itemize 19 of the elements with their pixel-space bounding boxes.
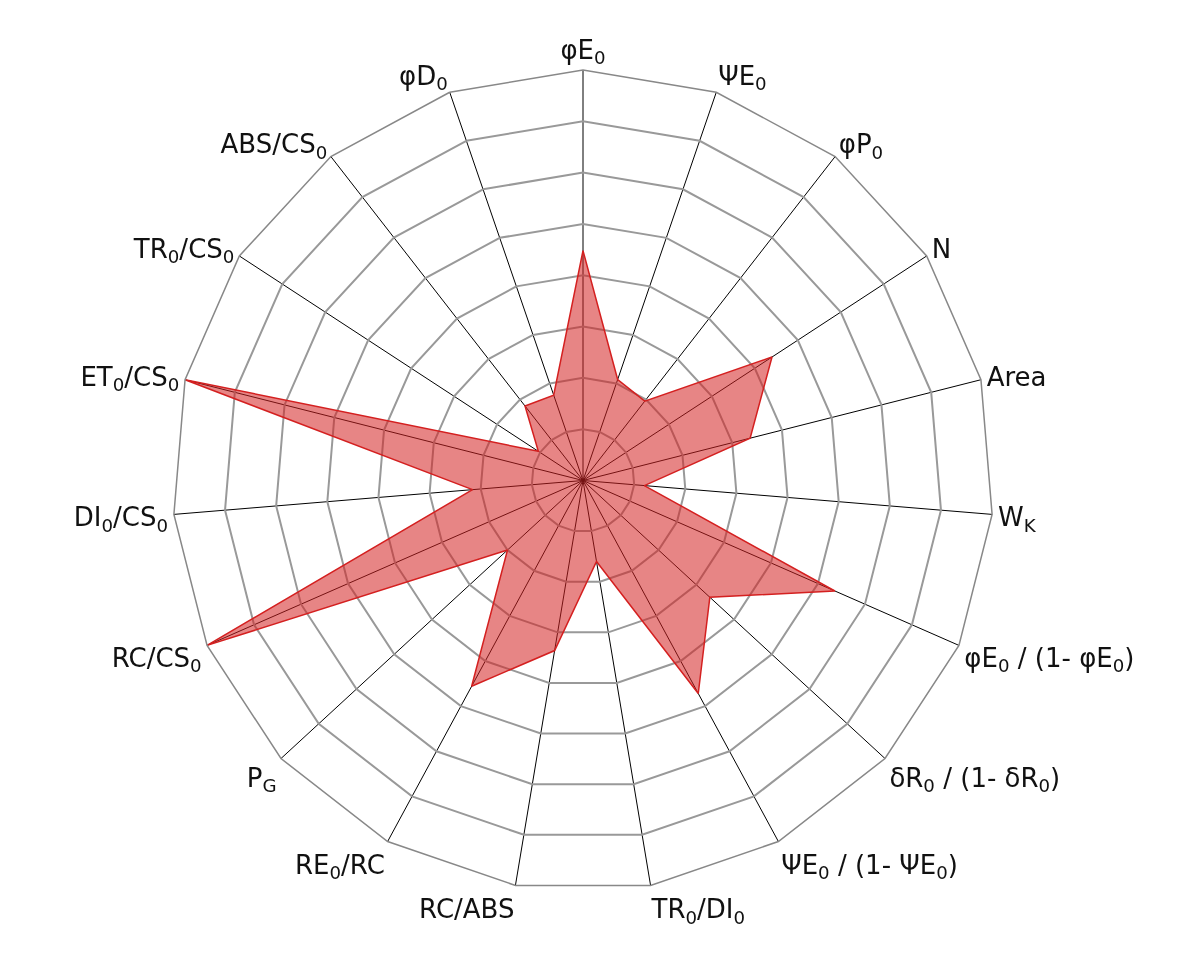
spoke-label: P$_{G}$ [246,762,277,797]
spoke-label: φP$_{0}$ [838,129,884,163]
spoke-label: ABS/CS$_{0}$ [220,129,328,163]
spoke-label: ΨE$_{0}$ / (1- ΨE$_{0}$) [781,849,958,884]
spoke-label: DI$_{0}$/CS$_{0}$ [73,502,168,536]
spoke-label: RE$_{0}$/RC [295,849,385,884]
spoke-label: φD$_{0}$ [399,60,448,95]
spoke-label: Area [986,361,1047,392]
spoke-label: N [931,233,952,264]
spoke-label: TR$_{0}$/DI$_{0}$ [650,894,746,928]
spoke-label: RC/ABS [419,894,515,925]
spoke-label: ET$_{0}$/CS$_{0}$ [80,361,180,396]
spoke-label: φE$_{0}$ / (1- φE$_{0}$) [964,642,1135,677]
spoke-label: δR$_{0}$ / (1- δR$_{0}$) [889,762,1061,797]
spoke-label: W$_{K}$ [998,502,1037,536]
spoke-label: φE$_{0}$ [560,34,606,69]
spoke-label: RC/CS$_{0}$ [111,642,202,677]
spoke-label: TR$_{0}$/CS$_{0}$ [132,233,235,267]
spoke-label: ΨE$_{0}$ [718,60,767,95]
